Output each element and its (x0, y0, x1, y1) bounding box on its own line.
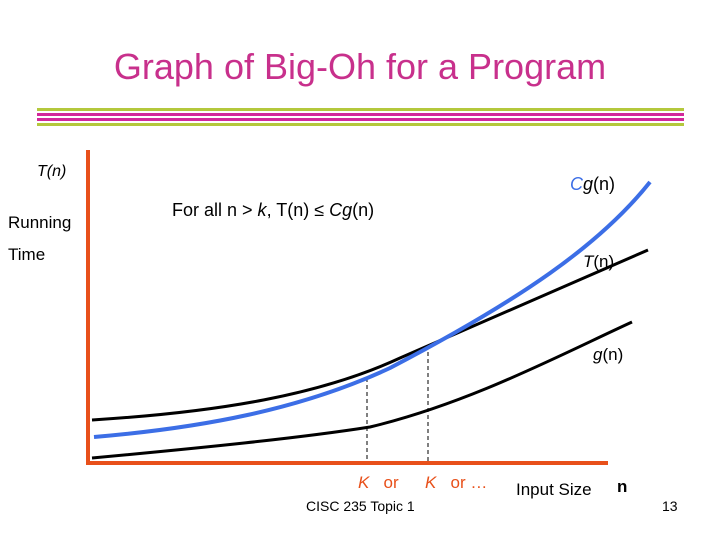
cg-label-rest: (n) (593, 174, 616, 194)
title-rule-green-top (37, 108, 684, 111)
statement-suffix: (n) (352, 200, 375, 220)
k-label-or1: or (383, 473, 399, 492)
title-rule-pink-1 (37, 113, 684, 116)
k-prime-marker-label: K or … (425, 473, 487, 493)
cg-label-c: C (570, 174, 583, 194)
t-curve (91, 248, 649, 422)
cg-label-g: g (583, 174, 594, 194)
statement-gt: > (242, 200, 253, 220)
title-rule-green-bottom (37, 123, 684, 126)
statement-k: k (252, 200, 267, 220)
statement-prefix: For all n (172, 200, 243, 220)
g-curve-label: g(n) (593, 345, 623, 365)
y-axis-label-text: T(n) (37, 163, 67, 180)
x-axis-var: n (617, 477, 628, 496)
x-axis-label: Input Size (516, 480, 592, 499)
g-curve (91, 320, 633, 460)
k-marker-label: K or (358, 473, 399, 493)
footer-page-number: 13 (662, 498, 678, 514)
g-label-rest: (n) (602, 345, 624, 364)
k-label-or2: or … (450, 473, 488, 492)
statement-c: C (329, 200, 343, 220)
y-axis-label-fn: T(n) (37, 163, 66, 181)
statement-text: For all n > k, T(n) ≤ Cg(n) (172, 200, 374, 221)
footer-course: CISC 235 Topic 1 (306, 498, 415, 514)
t-label-t: T (583, 252, 594, 271)
y-axis-label-running: Running (8, 213, 72, 232)
slide-title: Graph of Big-Oh for a Program (113, 46, 607, 87)
statement-middle: , T(n) ≤ (266, 200, 330, 220)
k-label-k1: K (358, 473, 370, 492)
t-curve-label: T(n) (583, 252, 614, 272)
y-axis-label-time: Time (8, 245, 46, 264)
cg-curve (93, 180, 652, 439)
k-label-k2: K (425, 473, 437, 492)
t-label-rest: (n) (593, 252, 615, 271)
statement-g: g (342, 200, 353, 220)
g-label-g: g (593, 345, 603, 364)
title-rule-pink-2 (37, 118, 684, 121)
cg-curve-label: Cg(n) (570, 174, 615, 195)
